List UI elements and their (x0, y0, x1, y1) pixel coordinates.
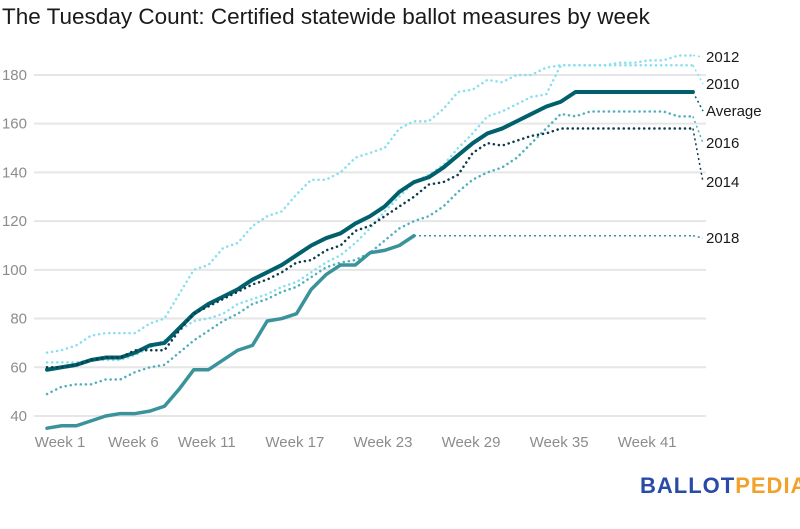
y-tick-label: 120 (2, 213, 27, 230)
y-tick-label: 80 (10, 311, 27, 328)
series-line-2012 (45, 54, 695, 354)
x-tick-label: Week 35 (530, 434, 589, 451)
x-tick-label: Week 11 (178, 434, 236, 451)
series-line-2018 (45, 233, 416, 430)
series-line-2010 (45, 63, 695, 364)
x-tick-label: Week 29 (442, 434, 501, 451)
y-tick-label: 180 (2, 67, 27, 84)
y-tick-label: 40 (10, 408, 27, 425)
series-leader-2012 (692, 54, 704, 58)
x-tick-label: Week 6 (108, 434, 159, 451)
series-label-2016: 2016 (706, 135, 739, 152)
series-leader-2014 (692, 128, 704, 183)
x-tick-label: Week 1 (35, 434, 86, 451)
y-tick-label: 140 (2, 164, 27, 181)
series-line-2016 (45, 110, 695, 396)
x-tick-label: Week 17 (265, 434, 324, 451)
series-leader-2018 (692, 235, 704, 239)
series-label-2014: 2014 (706, 174, 739, 191)
x-tick-label: Week 23 (353, 434, 412, 451)
series-label-2010: 2010 (706, 76, 739, 93)
series-line-average (45, 90, 695, 372)
x-tick-label: Week 41 (618, 434, 677, 451)
y-tick-label: 60 (10, 359, 27, 376)
y-tick-label: 160 (2, 116, 27, 133)
series-leader-2010 (692, 64, 704, 85)
ballotpedia-logo: BALLOTPEDIA (640, 473, 800, 499)
logo-part-pedia: PEDIA (735, 473, 800, 498)
logo-part-ballot: BALLOT (640, 473, 736, 498)
series-label-2018: 2018 (706, 230, 739, 247)
series-leader-average (692, 91, 704, 112)
series-line-2014 (45, 127, 695, 369)
y-tick-label: 100 (2, 262, 27, 279)
series-label-2012: 2012 (706, 49, 739, 66)
series-label-average: Average (706, 103, 762, 120)
chart-title: The Tuesday Count: Certified statewide b… (2, 4, 650, 29)
